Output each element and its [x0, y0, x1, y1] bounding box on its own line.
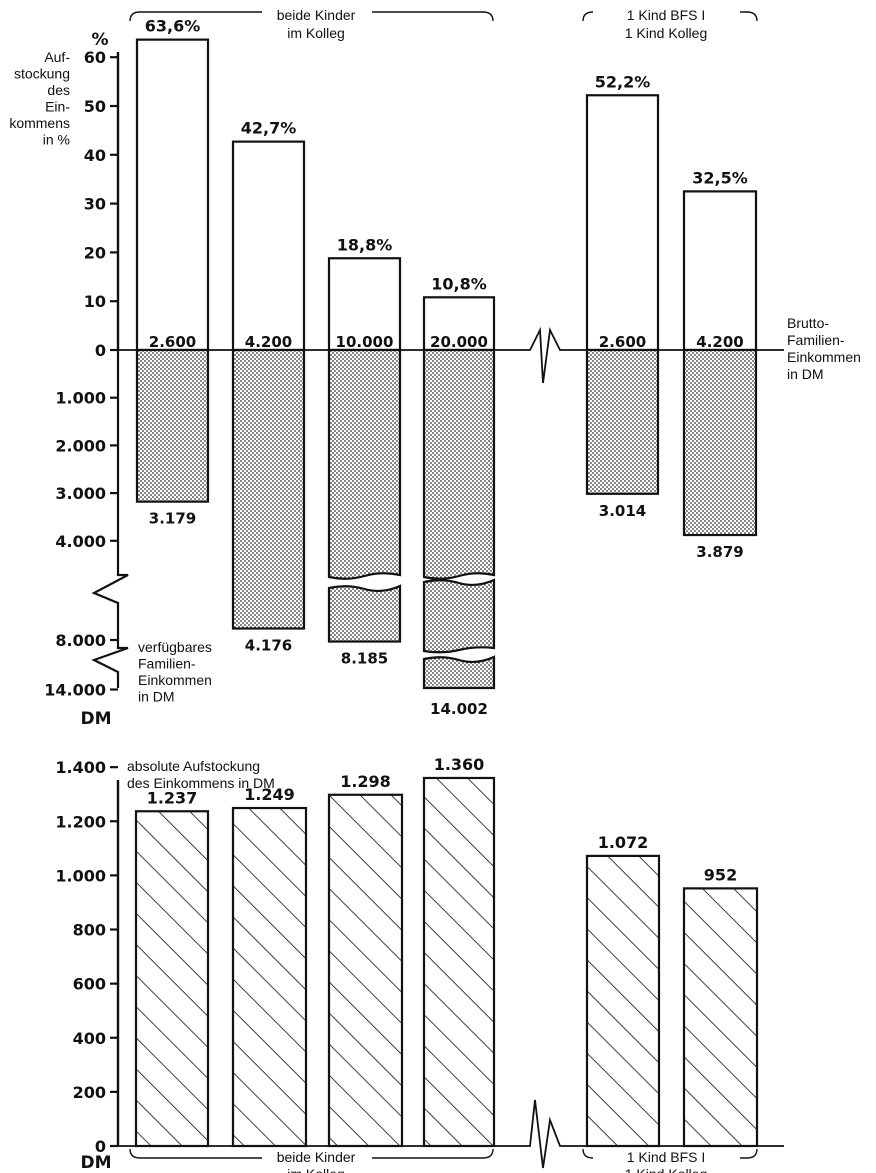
- upper-y-tick-10: 10: [84, 292, 106, 311]
- abs-y-tick-5: 1.000: [55, 866, 106, 885]
- income-label-1: 4.176: [245, 637, 292, 655]
- income-category-5: 4.200: [696, 333, 743, 351]
- abs-baseline: [118, 1099, 784, 1169]
- pct-bar-4: [585, 94, 660, 352]
- abs-y-tick-6: 1.200: [55, 812, 106, 831]
- abs-bar-0: [134, 810, 210, 1148]
- group-label-top-both: beide Kinder im Kolleg: [277, 7, 356, 41]
- abs-y-tick-3: 600: [73, 975, 106, 994]
- abs-bar-4: [585, 854, 661, 1148]
- upper-y-label: Auf-stockung des Ein-kommens in %: [9, 49, 70, 148]
- income-bar-4: [585, 348, 660, 495]
- pct-bar-0: [135, 38, 210, 352]
- lower-chart-title: absolute Aufstockung des Einkommens in DM: [127, 758, 275, 791]
- abs-label-0: 1.237: [147, 788, 198, 807]
- abs-label-5: 952: [704, 865, 737, 884]
- income-category-0: 2.600: [149, 333, 196, 351]
- abs-y-tick-1: 200: [73, 1083, 106, 1102]
- abs-y-unit: DM: [80, 1153, 111, 1173]
- abs-bar-5: [682, 887, 759, 1148]
- x-axis-label: Brutto-Familien-Einkommen in DM: [787, 315, 861, 382]
- abs-label-4: 1.072: [598, 833, 649, 852]
- pct-label-0: 63,6%: [145, 17, 201, 36]
- pct-label-5: 32,5%: [692, 168, 748, 187]
- group-brace-top-one: [582, 11, 758, 22]
- pct-label-1: 42,7%: [241, 119, 297, 138]
- income-bar-3-seg-b: [422, 578, 496, 654]
- income-bar-5: [682, 348, 758, 537]
- income-bar-0: [135, 348, 210, 503]
- pct-label-3: 10,8%: [431, 274, 487, 293]
- abs-y-tick-4: 800: [73, 921, 106, 940]
- group-label-bottom-one: 1 Kind BFS I1 Kind Kolleg: [625, 1149, 708, 1173]
- pct-label-4: 52,2%: [595, 72, 651, 91]
- lower-y-tick-1: 2.000: [55, 436, 106, 455]
- income-bar-2-seg-a: [327, 348, 402, 580]
- abs-y-tick-7: 1.400: [55, 758, 106, 777]
- abs-label-2: 1.298: [340, 772, 391, 791]
- income-category-1: 4.200: [245, 333, 292, 351]
- income-category-2: 10.000: [336, 333, 394, 351]
- lower-chart: absolute Aufstockung des Einkommens in DM…: [55, 755, 784, 1173]
- income-bar-2-seg-b: [327, 584, 402, 643]
- abs-y-tick-0: 0: [95, 1137, 106, 1156]
- group-brace-bottom-both: [129, 1148, 494, 1159]
- pct-label-2: 18,8%: [337, 235, 393, 254]
- lower-y-unit: DM: [80, 709, 111, 729]
- upper-y-tick-20: 20: [84, 243, 106, 262]
- pct-bar-1: [231, 140, 306, 352]
- abs-label-3: 1.360: [434, 755, 485, 774]
- income-label-4: 3.014: [599, 502, 646, 520]
- abs-y-tick-2: 400: [73, 1029, 106, 1048]
- abs-label-1: 1.249: [244, 785, 295, 804]
- lower-y-tick-4: 8.000: [55, 631, 106, 650]
- abs-bar-2: [327, 793, 404, 1148]
- abs-bar-3: [422, 776, 496, 1148]
- income-baseline: [118, 326, 784, 384]
- lower-y-tick-0: 1.000: [55, 389, 106, 408]
- upper-y-tick-50: 50: [84, 97, 106, 116]
- pct-bar-5: [682, 190, 758, 352]
- income-category-4: 2.600: [599, 333, 646, 351]
- income-label-5: 3.879: [696, 543, 743, 561]
- income-bar-1: [231, 348, 306, 630]
- income-label-2: 8.185: [341, 650, 388, 668]
- abs-bar-1: [231, 806, 308, 1148]
- lower-y-tick-3: 4.000: [55, 532, 106, 551]
- income-label-3: 14.002: [430, 700, 488, 718]
- pct-bar-2: [327, 257, 402, 352]
- group-brace-top-both: [129, 11, 494, 22]
- lower-y-axis: [91, 350, 129, 688]
- upper-y-tick-40: 40: [84, 146, 106, 165]
- group-brace-bottom-one: [582, 1148, 758, 1159]
- lower-y-tick-5: 14.000: [44, 681, 106, 700]
- upper-y-tick-0: 0: [95, 341, 106, 360]
- income-bar-3-seg-a: [422, 348, 496, 580]
- income-category-3: 20.000: [430, 333, 488, 351]
- lower-y-tick-2: 3.000: [55, 484, 106, 503]
- upper-y-tick-30: 30: [84, 195, 106, 214]
- income-label-0: 3.179: [149, 510, 196, 528]
- upper-y-tick-60: 60: [84, 48, 106, 67]
- upper-y-unit: %: [91, 30, 108, 50]
- lower-series-name: verfügbares Familien-Einkommen in DM: [138, 639, 212, 705]
- income-bar-3-seg-c: [422, 655, 496, 690]
